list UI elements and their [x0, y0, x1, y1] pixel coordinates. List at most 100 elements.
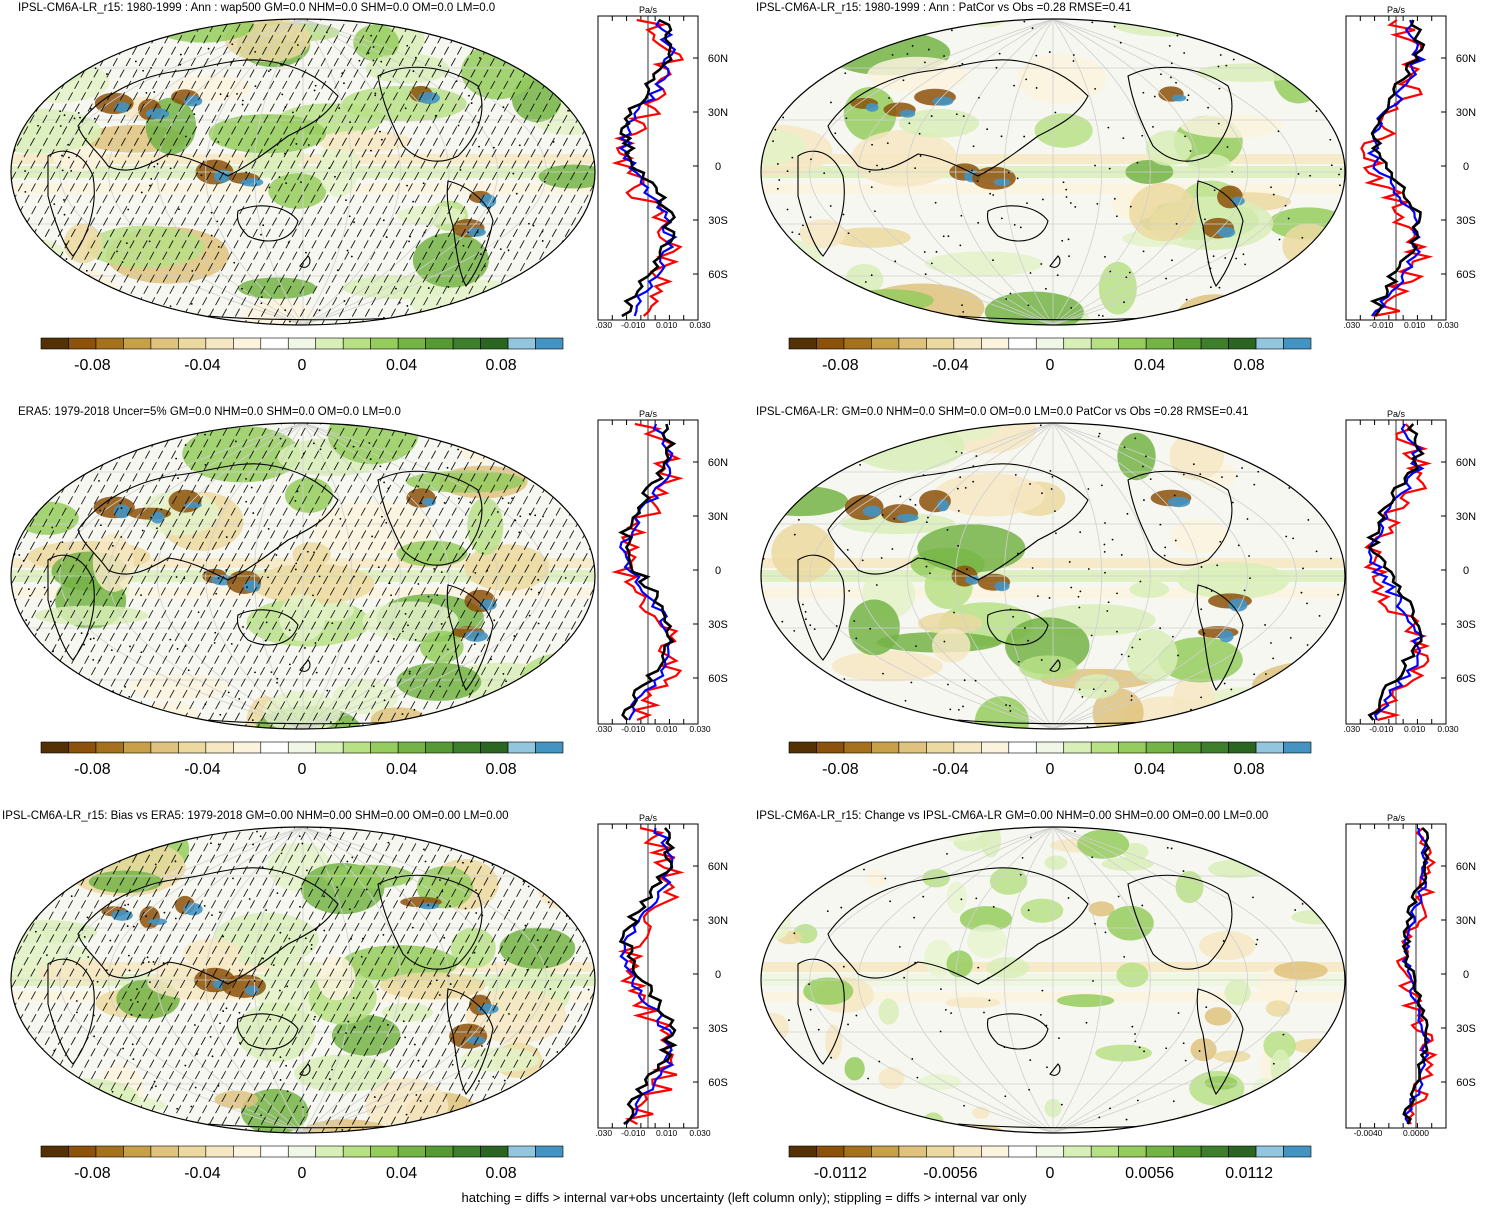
colorbar-label: -0.08	[74, 1165, 111, 1182]
graticule-meridian	[1052, 423, 1297, 729]
map	[760, 826, 1346, 1134]
map-field-patch	[409, 279, 536, 324]
colorbar-swatch	[397, 337, 426, 350]
colorbar-label: 0.08	[1234, 761, 1265, 778]
map-field-patch	[917, 524, 1026, 573]
profile-xtick-label: 0.010	[656, 724, 678, 733]
panel-3: ERA5: 1979-2018 Uncer=5% GM=0.0 NHM=0.0 …	[0, 404, 744, 808]
map-field-patch	[150, 511, 165, 524]
colorbar: -0.0112 -0.0056 0 0.0056 0.0112	[788, 1145, 1312, 1182]
colorbar-swatch	[1035, 741, 1065, 754]
map-field-patch	[279, 594, 326, 642]
map-field-patch	[878, 998, 899, 1025]
profile-unit: Pa/s	[639, 813, 658, 823]
colorbar-swatch	[1090, 337, 1119, 350]
coastline	[1127, 470, 1233, 566]
profile-xtick-label: 0.030	[1437, 320, 1459, 329]
panel-1: IPSL-CM6A-LR_r15: 1980-1999 : Ann : wap5…	[0, 0, 744, 404]
coastline	[299, 1063, 311, 1076]
map-field-patch	[1190, 1038, 1217, 1062]
profile-lat-label: 0	[1463, 969, 1469, 981]
colorbar-label: -0.04	[184, 1165, 221, 1182]
map-field-patch	[11, 655, 38, 677]
colorbar-swatch	[123, 1145, 152, 1158]
map-field-patch	[25, 28, 89, 46]
profile-curve	[617, 826, 685, 1125]
colorbar-swatch	[898, 1145, 927, 1158]
colorbar: -0.08 -0.04 0 0.04 0.08	[40, 337, 564, 374]
map-field-patch	[830, 843, 849, 868]
map-field-patch	[1145, 130, 1192, 166]
profile-lat-label: 60S	[1456, 1077, 1476, 1089]
map-field-patch	[1101, 857, 1154, 871]
coastline	[299, 659, 311, 672]
map-field-patch	[965, 575, 980, 585]
colorbar-swatch	[233, 741, 262, 754]
panel-title: ERA5: 1979-2018 Uncer=5% GM=0.0 NHM=0.0 …	[18, 406, 401, 418]
coastline	[986, 609, 1049, 646]
colorbar-swatch	[871, 741, 900, 754]
profile-lat-label: 30N	[1456, 511, 1476, 523]
colorbar-swatch	[342, 741, 371, 754]
colorbar-swatch	[480, 741, 509, 754]
map-field-patch	[412, 232, 489, 288]
profile-lat-label: 0	[715, 565, 721, 577]
map-field-patch	[946, 881, 968, 914]
colorbar-swatch	[452, 1145, 481, 1158]
map-field-patch	[803, 977, 854, 1005]
graticule-meridian	[59, 19, 304, 325]
colorbar-swatch	[898, 337, 927, 350]
map-field-patch	[63, 223, 103, 264]
colorbar-swatch	[205, 337, 234, 350]
stippling	[11, 19, 594, 325]
profile-lat-label: 60N	[1456, 457, 1476, 469]
colorbar-swatch	[926, 337, 955, 350]
coastline	[47, 554, 95, 661]
colorbar-label: 0.0112	[1225, 1165, 1273, 1182]
coastline	[797, 554, 845, 661]
colorbar-swatch	[535, 337, 564, 350]
colorbar-swatch	[480, 337, 509, 350]
profile-xtick-label: 0.030	[689, 1128, 711, 1137]
map-field-patch	[922, 1112, 945, 1133]
colorbar-swatch	[981, 741, 1010, 754]
map-field-patch	[1074, 674, 1120, 699]
colorbar-swatch	[816, 337, 845, 350]
colorbar-swatch	[150, 1145, 179, 1158]
graticule-meridian	[1052, 827, 1102, 1133]
colorbar-swatch	[507, 741, 536, 754]
panel-6: IPSL-CM6A-LR_r15: Change vs IPSL-CM6A-LR…	[744, 808, 1488, 1212]
colorbar-swatch	[788, 741, 817, 754]
graticule-meridian	[1052, 19, 1151, 325]
colorbar-label: -0.04	[184, 357, 221, 374]
map-field-patch	[761, 127, 807, 166]
map-field-patch	[511, 32, 568, 66]
colorbar-swatch	[95, 1145, 124, 1158]
map-field-patch	[924, 939, 954, 977]
profile-lat-label: 0	[1463, 565, 1469, 577]
map-field-patch	[844, 1125, 871, 1133]
profile-lat-label: 30N	[708, 107, 728, 119]
map-field-patch	[1034, 113, 1093, 148]
profile-xtick-label: -0.030	[1344, 320, 1360, 329]
map-field-patch	[11, 60, 110, 103]
colorbar-swatch	[40, 337, 69, 350]
colorbar-swatch	[315, 1145, 344, 1158]
map-field-patch	[1056, 994, 1115, 1008]
graticule-meridian	[302, 827, 401, 1133]
map-field-patch	[1019, 655, 1078, 681]
coastline	[47, 150, 95, 257]
map-field-patch	[1294, 423, 1339, 462]
graticule-meridian	[302, 827, 547, 1133]
map-field-patch	[1204, 1007, 1232, 1026]
map-field-patch	[835, 693, 879, 727]
colorbar-swatch	[1200, 337, 1229, 350]
graticule-meridian	[1052, 19, 1249, 325]
graticule-meridian	[302, 827, 450, 1133]
profile-lat-label: 30S	[1456, 619, 1476, 631]
graticule-meridian	[1052, 423, 1200, 729]
map-field-patch	[1273, 961, 1328, 980]
profile-lat-label: 0	[715, 969, 721, 981]
map-field-patch	[761, 1012, 789, 1043]
map-field-patch	[1020, 898, 1064, 923]
